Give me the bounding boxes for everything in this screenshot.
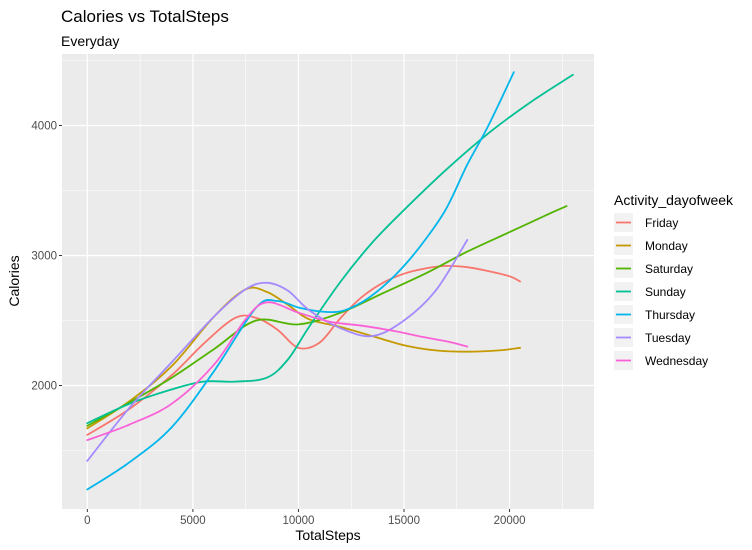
legend-item-saturday: Saturday (614, 259, 693, 278)
legend-label: Thursday (645, 308, 695, 322)
x-tick-label: 20000 (494, 515, 526, 527)
series-line-saturday (86, 205, 568, 427)
legend-label: Friday (645, 216, 678, 230)
x-axis-title: TotalSteps (295, 527, 360, 543)
legend-item-monday: Monday (614, 236, 688, 255)
grid-minor (62, 54, 594, 509)
chart-subtitle: Everyday (61, 33, 119, 49)
legend-item-friday: Friday (614, 213, 678, 232)
legend-label: Wednesday (645, 354, 708, 368)
y-tick-label: 4000 (31, 121, 57, 133)
x-tick-label: 5000 (180, 515, 206, 527)
legend: Activity_dayofweek Friday Monday Saturday S… (614, 192, 734, 370)
x-tick-label: 15000 (388, 515, 420, 527)
legend-item-tuesday: Tuesday (614, 328, 691, 347)
x-tick-label: 10000 (282, 515, 314, 527)
legend-title: Activity_dayofweek (614, 192, 734, 208)
series-lines (86, 71, 574, 491)
x-tick-label: 0 (84, 515, 90, 527)
y-tick-label: 2000 (31, 381, 57, 393)
y-axis: 2000 3000 4000 (31, 121, 62, 393)
series-line-tuesday (86, 239, 469, 462)
legend-label: Saturday (645, 262, 693, 276)
series-line-wednesday (86, 301, 469, 441)
series-line-thursday (86, 71, 515, 491)
y-axis-title: Calories (6, 255, 22, 306)
legend-item-thursday: Thursday (614, 305, 695, 324)
legend-label: Sunday (645, 285, 686, 299)
legend-item-wednesday: Wednesday (614, 351, 708, 370)
series-line-monday (86, 286, 521, 430)
legend-item-sunday: Sunday (614, 282, 686, 301)
series-line-sunday (86, 73, 574, 425)
legend-label: Tuesday (645, 331, 691, 345)
plot-panel (62, 54, 594, 509)
chart-title: Calories vs TotalSteps (61, 7, 229, 26)
legend-label: Monday (645, 239, 688, 253)
y-tick-label: 3000 (31, 251, 57, 263)
x-axis: 0 5000 10000 15000 20000 (84, 509, 526, 527)
series-line-friday (86, 264, 521, 436)
grid-major (62, 54, 594, 509)
